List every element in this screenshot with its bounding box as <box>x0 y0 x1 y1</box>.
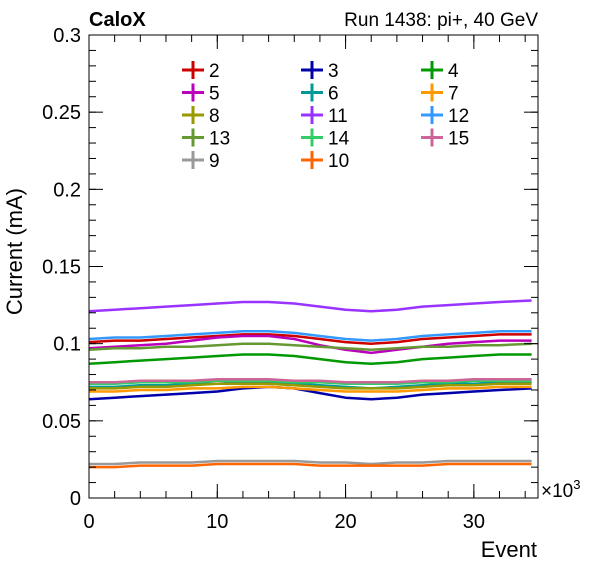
series-line-8 <box>89 382 532 390</box>
x-axis-multiplier-exponent: 3 <box>573 477 580 492</box>
y-tick-label: 0.25 <box>42 102 81 124</box>
legend-entry-12: 12 <box>421 106 469 127</box>
legend-label: 2 <box>209 61 220 82</box>
legend-label: 14 <box>328 129 350 150</box>
series-line-6 <box>89 381 532 390</box>
x-tick-label: 10 <box>206 511 228 533</box>
y-tick-label: 0.05 <box>42 411 81 433</box>
legend-entry-10: 10 <box>301 151 349 172</box>
legend-label: 3 <box>328 61 339 82</box>
legend-entry-14: 14 <box>301 128 350 150</box>
y-tick-label: 0.1 <box>53 334 81 356</box>
legend-label: 11 <box>328 106 348 127</box>
series-line-15 <box>89 377 532 384</box>
x-axis-label: Event <box>481 537 537 562</box>
legend-entry-15: 15 <box>421 128 469 150</box>
legend-label: 12 <box>448 106 469 127</box>
legend-entry-4: 4 <box>421 61 459 82</box>
series-line-4 <box>88 353 532 365</box>
header-right-label: Run 1438: pi+, 40 GeV <box>344 10 538 31</box>
x-tick-label: 20 <box>334 511 356 533</box>
series-line-7 <box>89 385 532 393</box>
plot-series <box>88 299 532 469</box>
series-line-2 <box>88 333 532 345</box>
legend-label: 9 <box>209 151 220 172</box>
header-left-label: CaloX <box>89 9 146 31</box>
legend-entry-5: 5 <box>182 83 220 105</box>
series-line-9 <box>89 459 532 466</box>
legend-entry-2: 2 <box>182 61 220 82</box>
series-line-10 <box>89 462 532 469</box>
legend-label: 15 <box>448 129 469 150</box>
legend-entry-3: 3 <box>301 61 339 82</box>
y-axis-label: Current (mA) <box>2 188 27 315</box>
series-line-5 <box>88 334 532 355</box>
legend-entry-13: 13 <box>182 128 230 150</box>
x-axis-multiplier-base: ×10 <box>541 481 573 502</box>
legend-label: 10 <box>328 151 349 172</box>
series-line-13 <box>88 342 532 352</box>
legend-entry-7: 7 <box>421 83 459 105</box>
legend-label: 13 <box>209 129 230 150</box>
y-tick-label: 0.2 <box>53 179 81 201</box>
y-tick-label: 0.15 <box>42 257 81 279</box>
y-tick-label: 0.3 <box>53 25 81 47</box>
legend-entry-6: 6 <box>301 83 339 105</box>
legend-entry-9: 9 <box>182 151 220 172</box>
series-line-11 <box>88 299 532 313</box>
legend-label: 8 <box>209 106 220 127</box>
legend-entry-11: 11 <box>301 106 348 127</box>
series-line-3 <box>88 385 532 401</box>
x-tick-label: 0 <box>83 511 94 533</box>
legend: 2 3 4 5 6 7 8 11 12 13 14 15 9 10 <box>182 61 469 172</box>
axes: 0 0.05 0.1 0.15 0.2 0.25 0.3 0 10 20 30 <box>42 25 538 533</box>
legend-label: 7 <box>448 84 459 105</box>
x-axis-multiplier: ×103 <box>541 477 580 502</box>
legend-label: 5 <box>209 84 220 105</box>
y-tick-label: 0 <box>70 488 81 510</box>
legend-label: 6 <box>328 84 339 105</box>
legend-entry-8: 8 <box>182 106 220 127</box>
x-tick-label: 30 <box>463 511 485 533</box>
series-line-12 <box>88 330 532 342</box>
legend-label: 4 <box>448 61 459 82</box>
series-line-14 <box>89 379 532 386</box>
